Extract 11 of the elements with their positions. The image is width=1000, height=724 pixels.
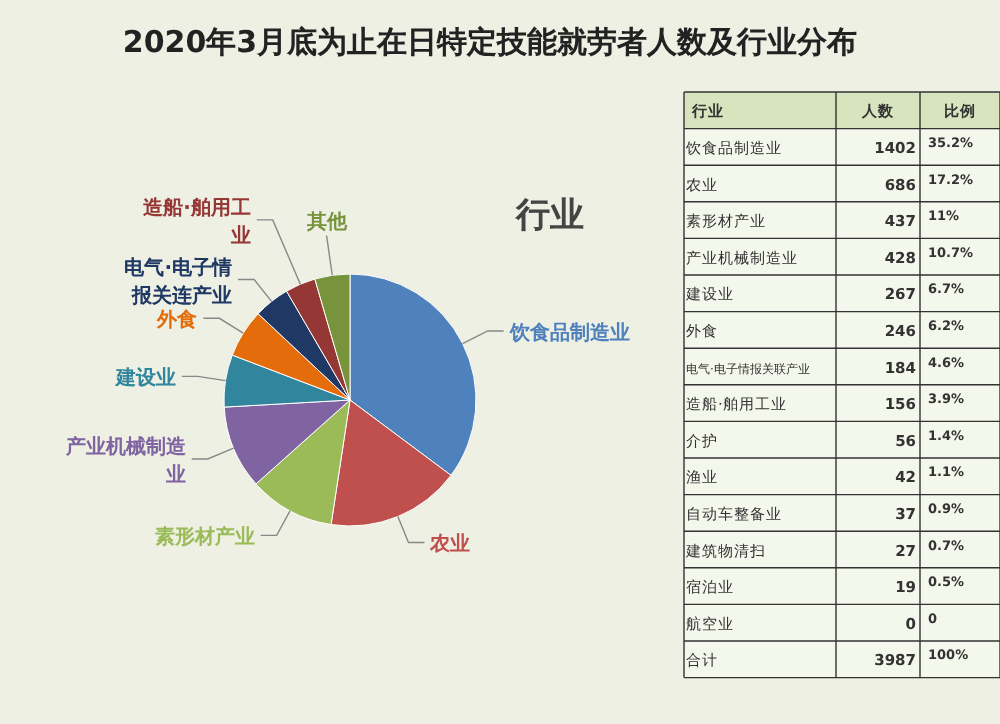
legend-title: 行业 [514,196,584,236]
slice-label: 农业 [428,532,471,557]
chart-title: 2020年3月底为止在日特定技能就劳者人数及行业分布 [122,24,858,60]
slice-label: 外食 [155,308,198,333]
slice-label: 建设业 [113,366,176,391]
slice-label: 饮食品制造业 [507,320,630,345]
slice-label: 造船·舶用工业 [141,195,251,248]
slice-label: 素形材产业 [154,525,255,550]
slice-label: 其他 [304,209,349,234]
slice-label: 产业机械制造业 [63,434,188,487]
slice-label: 电气·电子情报关连产业 [124,255,233,308]
